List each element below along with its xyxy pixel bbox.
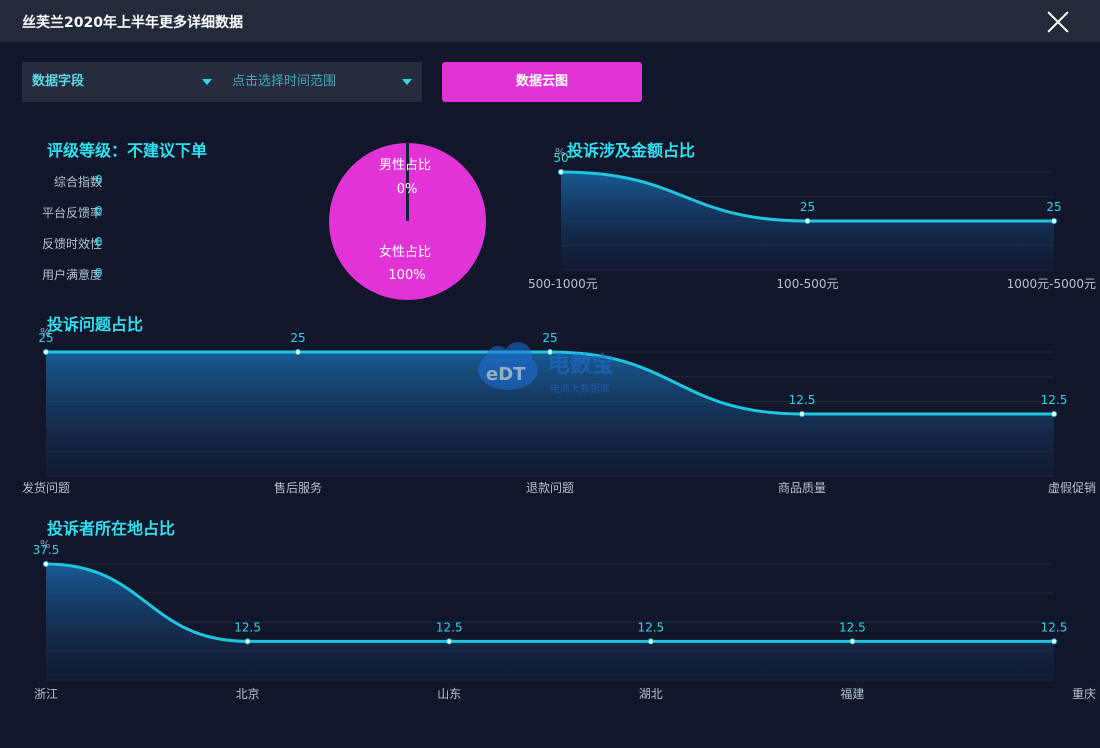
location-area-chart: %37.5 浙江 12.5 北京 12.5 山东 12.5 湖北 12.5 福建 12.5 重庆 bbox=[33, 538, 1096, 701]
chevron-down-icon bbox=[202, 79, 212, 85]
x-tick-label: 北京 bbox=[236, 687, 260, 701]
amount-area-chart: %50 500-1000元 25 100-500元 25 1000元-5000元 bbox=[528, 146, 1096, 291]
data-point[interactable] bbox=[799, 411, 805, 417]
data-point[interactable] bbox=[647, 638, 654, 645]
metric-value: 0 bbox=[95, 266, 103, 280]
pie-male-slice bbox=[406, 143, 409, 221]
data-point[interactable] bbox=[43, 349, 49, 355]
data-label: 25 bbox=[542, 331, 557, 345]
x-tick-label: 湖北 bbox=[639, 686, 663, 701]
y-axis-unit: % bbox=[40, 326, 50, 339]
filter-bar: 数据字段 点击选择时间范围 bbox=[22, 62, 422, 102]
x-tick-label: 虚假促销 bbox=[1048, 481, 1096, 495]
chevron-down-icon bbox=[402, 79, 412, 85]
metric-value: 0 bbox=[95, 235, 103, 249]
window-title: 丝芙兰2020年上半年更多详细数据 bbox=[22, 15, 243, 31]
data-point[interactable] bbox=[1051, 411, 1057, 417]
x-tick-label: 福建 bbox=[840, 686, 864, 701]
time-range-select[interactable]: 点击选择时间范围 bbox=[232, 62, 412, 102]
series-line bbox=[45, 562, 1054, 643]
data-point[interactable] bbox=[43, 561, 49, 567]
data-cloud-button[interactable]: 数据云图 bbox=[442, 62, 642, 102]
x-tick-label: 发货问题 bbox=[22, 480, 70, 495]
time-range-label: 点击选择时间范围 bbox=[232, 74, 337, 89]
x-tick-label: 山东 bbox=[437, 687, 461, 701]
x-tick-label: 浙江 bbox=[34, 687, 58, 701]
data-label: 12.5 bbox=[637, 620, 664, 634]
x-tick-label: 售后服务 bbox=[274, 480, 322, 495]
y-axis-unit: % bbox=[40, 538, 50, 551]
watermark-logo-text: eDT bbox=[486, 364, 526, 385]
x-tick-label: 500-1000元 bbox=[528, 277, 598, 291]
data-point[interactable] bbox=[244, 638, 251, 645]
x-tick-label: 退款问题 bbox=[526, 481, 574, 495]
data-label: 12.5 bbox=[234, 620, 261, 634]
male-share-value: 0% bbox=[396, 182, 418, 197]
data-label: 25 bbox=[38, 331, 53, 345]
data-label: 25 bbox=[290, 331, 305, 345]
data-field-select[interactable]: 数据字段 bbox=[32, 62, 212, 102]
data-point[interactable] bbox=[446, 638, 453, 645]
data-point[interactable] bbox=[295, 349, 301, 355]
metric-value: 0 bbox=[95, 204, 103, 218]
metric-value: 0 bbox=[95, 173, 103, 187]
female-share-value: 100% bbox=[388, 268, 426, 283]
data-label: 25 bbox=[1046, 200, 1061, 214]
data-label: 12.5 bbox=[789, 393, 816, 407]
title-bar: 丝芙兰2020年上半年更多详细数据 bbox=[0, 0, 1100, 42]
cloud-icon-puff bbox=[504, 342, 532, 370]
x-tick-label: 商品质量 bbox=[778, 480, 826, 495]
issues-chart-title: 投诉问题占比 bbox=[47, 315, 144, 334]
metric-label: 综合指数 bbox=[53, 175, 102, 189]
x-tick-label: 重庆 bbox=[1072, 687, 1096, 701]
watermark-sub: 电商大数据库 bbox=[550, 382, 610, 395]
edt-watermark-logo: eDT 电数宝 电商大数据库 bbox=[478, 342, 614, 395]
data-point[interactable] bbox=[1051, 218, 1057, 224]
data-label: 37.5 bbox=[33, 543, 60, 557]
male-share-label: 男性占比 bbox=[378, 158, 431, 173]
female-share-label: 女性占比 bbox=[378, 245, 431, 260]
data-label: 12.5 bbox=[436, 620, 463, 634]
data-point[interactable] bbox=[547, 349, 553, 355]
amount-chart-title: 投诉涉及金额占比 bbox=[567, 141, 696, 160]
data-label: 25 bbox=[800, 200, 815, 214]
metric-label: 用户满意度 bbox=[41, 268, 102, 282]
data-point[interactable] bbox=[1051, 638, 1057, 645]
data-point[interactable] bbox=[804, 218, 811, 224]
area-fill bbox=[46, 564, 1054, 680]
data-label: 12.5 bbox=[1041, 620, 1068, 634]
watermark-brand: 电数宝 bbox=[548, 352, 614, 378]
x-tick-label: 100-500元 bbox=[776, 277, 838, 291]
location-chart-title: 投诉者所在地占比 bbox=[47, 519, 176, 538]
data-field-label: 数据字段 bbox=[32, 74, 85, 89]
metric-label: 平台反馈率 bbox=[41, 206, 102, 220]
x-tick-label: 1000元-5000元 bbox=[1007, 277, 1096, 291]
data-point[interactable] bbox=[558, 169, 564, 175]
y-axis-unit: % bbox=[555, 146, 565, 159]
data-label: 12.5 bbox=[1041, 393, 1068, 407]
metric-label: 反馈时效性 bbox=[41, 237, 102, 251]
cloud-icon-puff bbox=[486, 346, 510, 370]
data-label: 50 bbox=[553, 151, 568, 165]
area-fill bbox=[46, 352, 1054, 476]
close-icon[interactable] bbox=[1044, 8, 1072, 36]
rating-title: 评级等级：不建议下单 bbox=[47, 141, 208, 160]
data-label: 12.5 bbox=[839, 620, 866, 634]
data-point[interactable] bbox=[849, 638, 856, 645]
